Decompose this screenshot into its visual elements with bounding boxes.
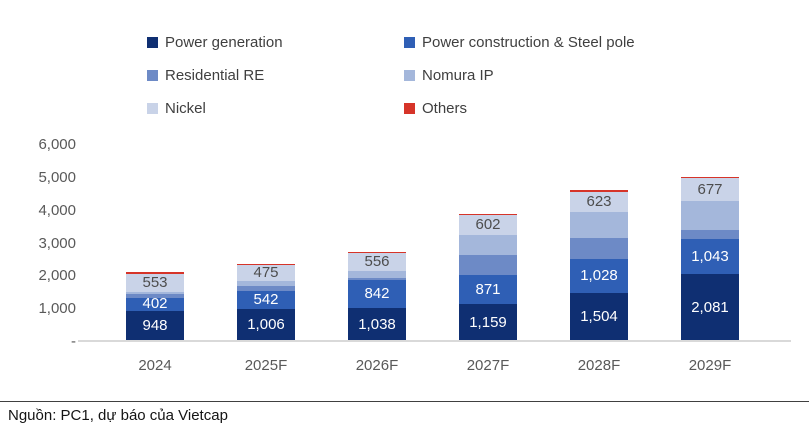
bar-segment — [570, 292, 628, 342]
bar-segment — [126, 273, 184, 292]
bar-segment — [570, 212, 628, 238]
bar-segment — [126, 293, 184, 298]
bar-segment-label: 556 — [364, 253, 390, 271]
bar-segment — [348, 277, 406, 281]
bar-segment — [459, 213, 517, 215]
bar-segment-label: 402 — [142, 295, 168, 313]
bar-segment-label: 842 — [364, 285, 390, 303]
bar-segment — [570, 237, 628, 259]
source-note: Nguồn: PC1, dự báo của Vietcap — [8, 407, 228, 424]
footer-divider — [0, 401, 809, 402]
x-axis-tick-label: 2028F — [577, 357, 621, 374]
y-axis-tick-label: 4,000 — [38, 201, 76, 219]
bar-segment — [348, 280, 406, 308]
bar-segment — [237, 286, 295, 292]
bar-segment-label: 2,081 — [691, 298, 729, 316]
y-axis-tick-label: 5,000 — [38, 168, 76, 186]
bar-segment — [681, 178, 739, 201]
bar-segment-label: 1,028 — [580, 266, 618, 284]
bar-segment — [681, 239, 739, 274]
legend-item: Power generation — [147, 34, 283, 51]
bar-segment — [570, 191, 628, 213]
bar-segment — [459, 254, 517, 276]
bar-segment — [348, 271, 406, 278]
x-axis-tick-label: 2029F — [688, 357, 732, 374]
bar-segment — [570, 190, 628, 192]
bar-segment — [237, 308, 295, 342]
bar-segment — [681, 273, 739, 342]
bar-segment — [348, 307, 406, 342]
legend-label: Nickel — [165, 100, 206, 117]
bar-segment — [237, 264, 295, 266]
bar-segment-label: 553 — [142, 273, 168, 291]
legend-item: Others — [404, 100, 467, 117]
legend-item: Nomura IP — [404, 67, 494, 84]
bar-segment — [237, 291, 295, 309]
legend-swatch-power-construction-steel-pole — [404, 37, 415, 48]
bar-segment — [681, 200, 739, 231]
bar-segment — [237, 280, 295, 287]
legend-swatch-residential-re — [147, 70, 158, 81]
legend-swatch-nickel — [147, 103, 158, 114]
bar-segment-label: 677 — [697, 180, 723, 198]
legend-label: Power generation — [165, 34, 283, 51]
legend-item: Nickel — [147, 100, 206, 117]
y-axis-tick-label: - — [71, 333, 76, 350]
x-axis-tick-label: 2027F — [466, 357, 510, 374]
bar-segment — [348, 251, 406, 254]
bar-segment — [681, 230, 739, 240]
legend-label: Nomura IP — [422, 67, 494, 84]
legend-swatch-power-generation — [147, 37, 158, 48]
bar-segment — [459, 214, 517, 235]
legend-item: Residential RE — [147, 67, 264, 84]
x-axis-tick-label: 2025F — [244, 357, 288, 374]
y-axis-tick-label: 1,000 — [38, 300, 76, 318]
bar-segment — [126, 291, 184, 294]
bar-segment-label: 602 — [475, 215, 501, 233]
legend-swatch-nomura-ip — [404, 70, 415, 81]
legend-label: Residential RE — [165, 67, 265, 84]
bar-segment-label: 542 — [253, 291, 279, 309]
y-axis-tick-label: 6,000 — [38, 136, 76, 153]
x-axis-tick-label: 2024 — [138, 357, 172, 374]
y-axis-tick-label: 2,000 — [38, 267, 76, 285]
bar-segment-label: 623 — [586, 193, 612, 210]
bar-segment — [681, 177, 739, 179]
legend-label: Others — [422, 100, 468, 117]
bar-segment-label: 1,504 — [580, 308, 618, 326]
bar-segment — [459, 303, 517, 342]
bar-segment — [570, 258, 628, 293]
legend-item: Power construction & Steel pole — [404, 34, 635, 51]
bar-segment-label: 1,038 — [358, 315, 396, 333]
bar-segment-label: 475 — [253, 264, 279, 282]
bar-segment — [126, 297, 184, 311]
bar-segment — [126, 310, 184, 342]
x-axis-tick-label: 2026F — [355, 357, 399, 374]
legend-swatch-others — [404, 103, 415, 114]
bar-segment-label: 948 — [142, 317, 168, 335]
legend-label: Power construction & Steel pole — [422, 34, 635, 51]
bar-segment — [126, 272, 184, 274]
bar-segment — [459, 234, 517, 255]
bar-segment-label: 1,159 — [469, 313, 507, 331]
y-axis-tick-label: 3,000 — [38, 234, 76, 252]
bar-segment-label: 871 — [475, 280, 501, 298]
x-axis-baseline — [78, 340, 791, 342]
bar-segment — [459, 275, 517, 304]
bar-segment — [237, 265, 295, 281]
bar-segment — [348, 253, 406, 272]
bar-segment-label: 1,043 — [691, 247, 729, 265]
bar-segment-label: 1,006 — [247, 316, 285, 334]
